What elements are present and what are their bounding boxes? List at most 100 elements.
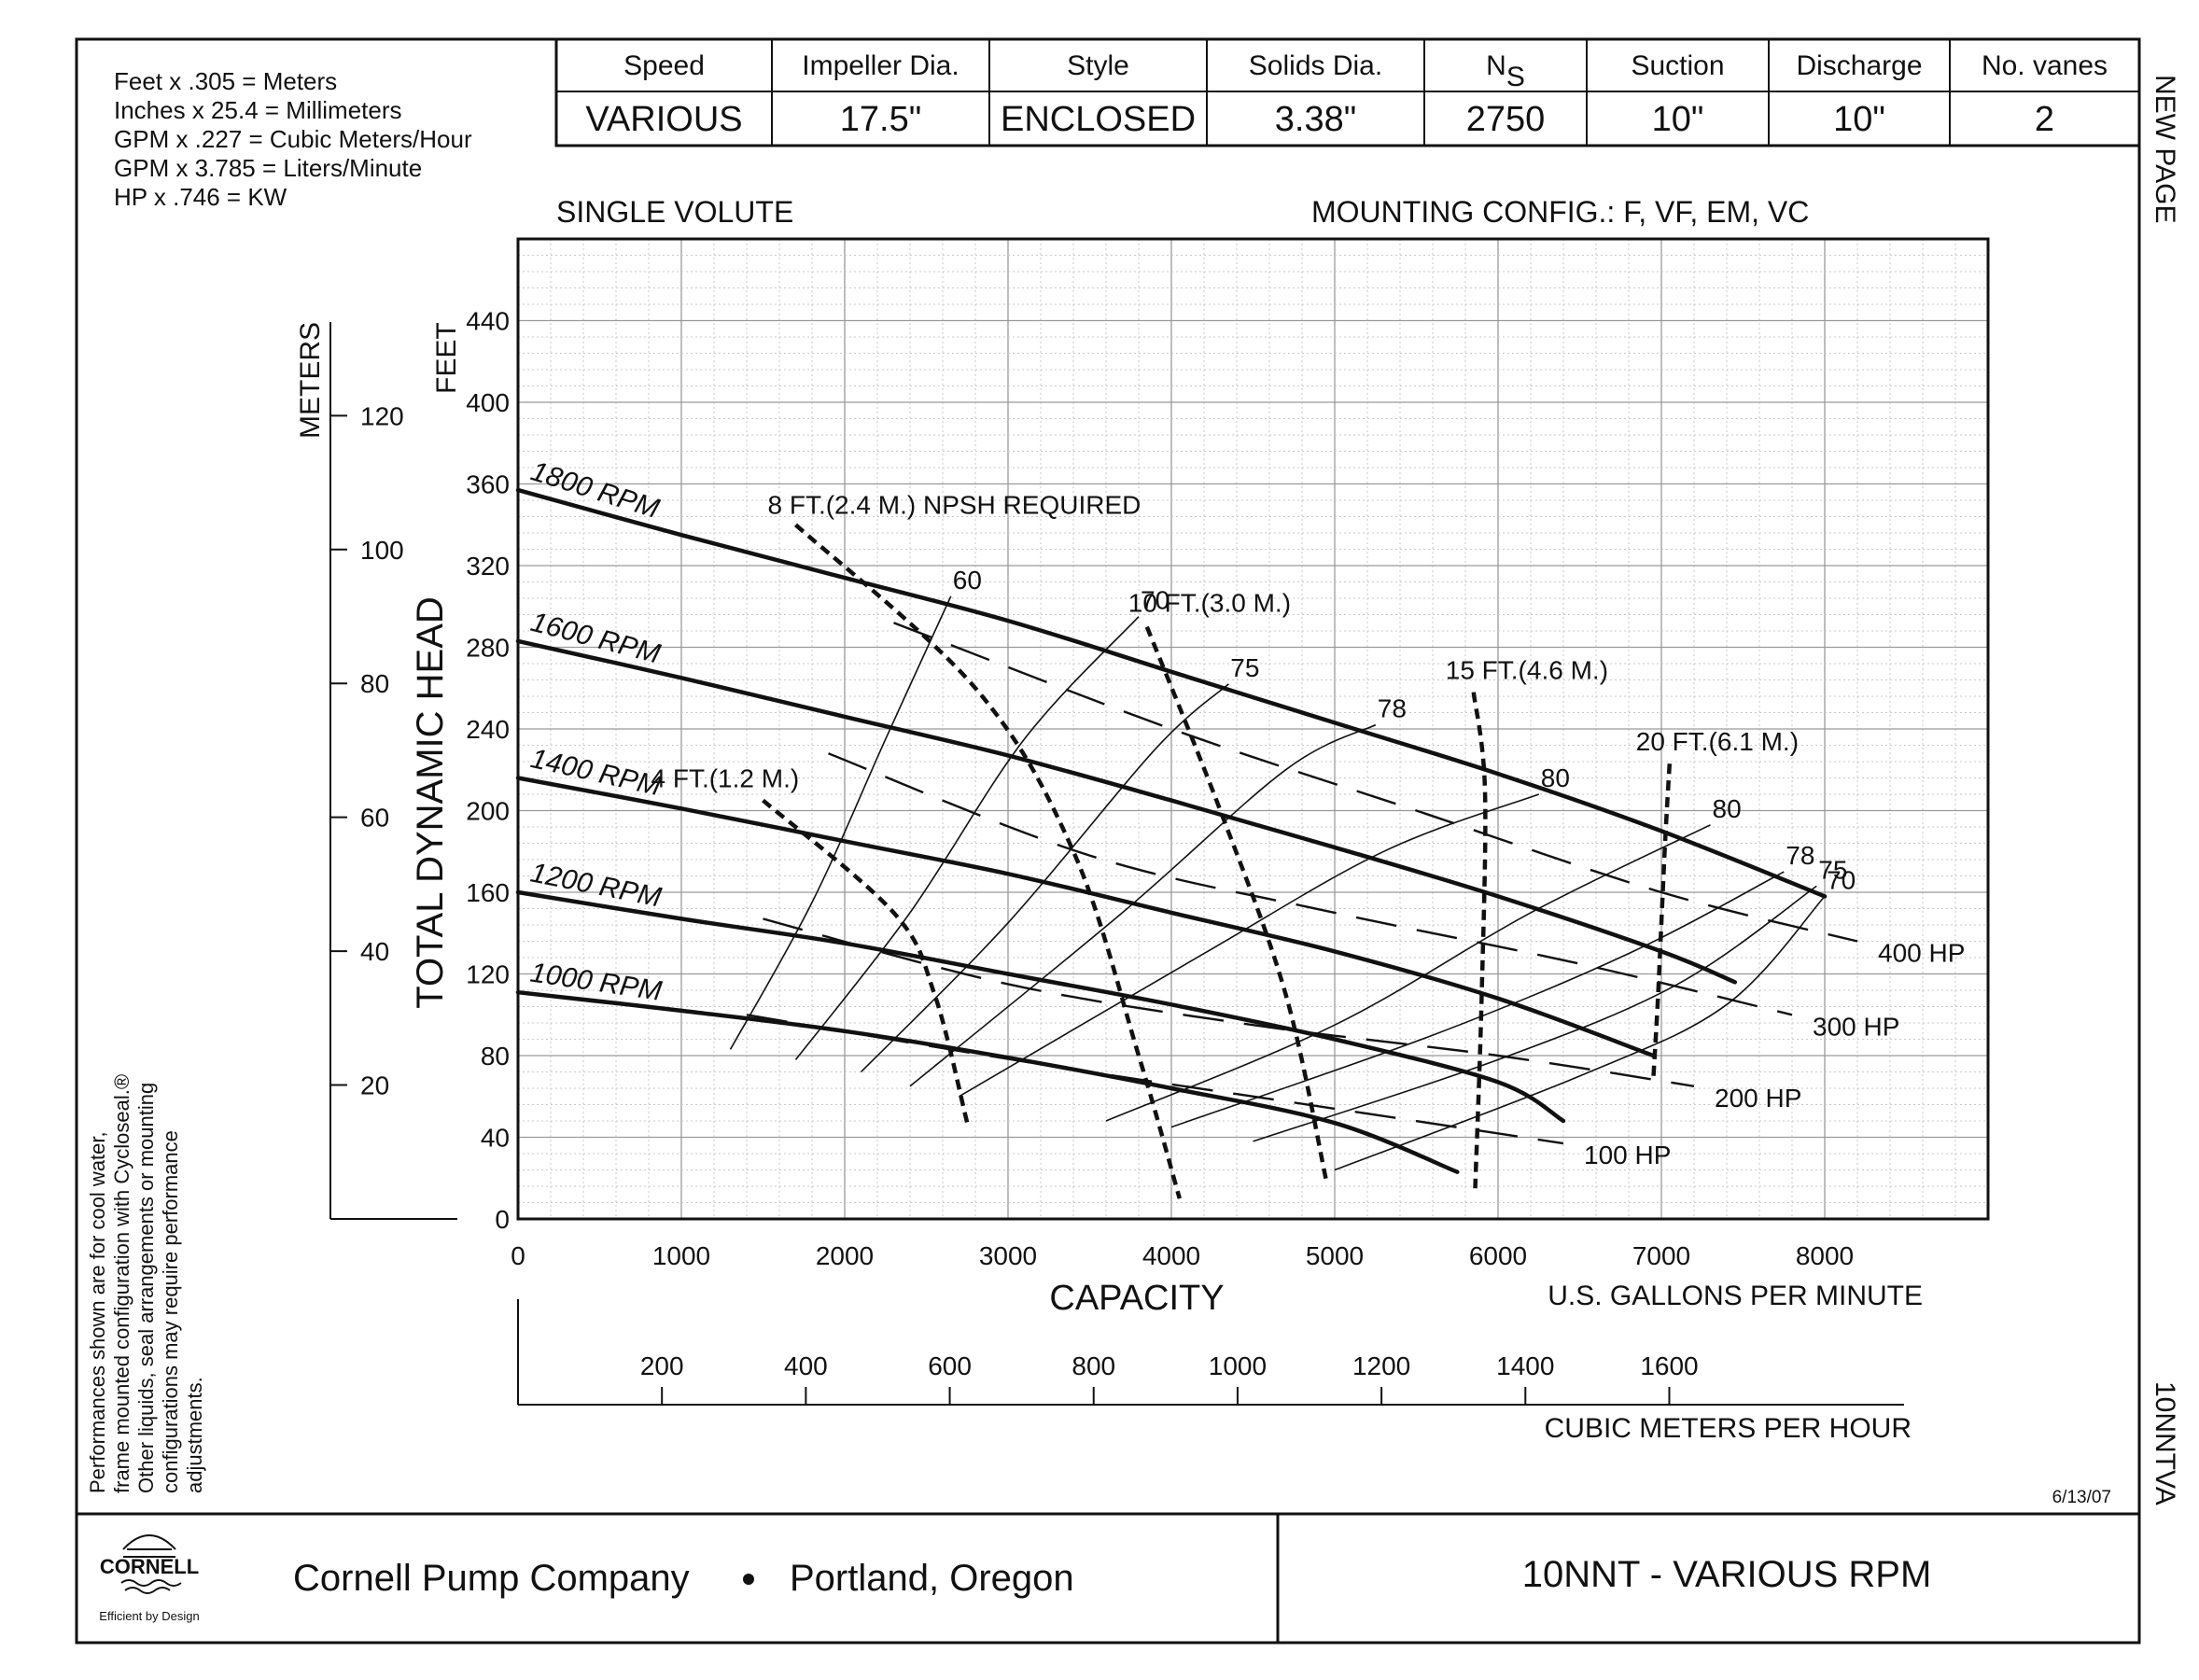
spec-value-5: 10" (1652, 100, 1704, 139)
hp-curve-300-hp-1 (828, 752, 1793, 1016)
npsh-curve-10-ft-3-0-m-2 (1144, 625, 1329, 1183)
volute-label: SINGLE VOLUTE (556, 195, 793, 229)
sheet-border (75, 37, 2141, 1645)
efficiency-label-5: 80 (1713, 794, 1742, 823)
side-label-new-page: NEW PAGE (2150, 75, 2180, 223)
meters-tick-label: 40 (360, 937, 389, 966)
rpm-curves (515, 487, 1828, 1174)
meters-tick-label: 20 (360, 1071, 389, 1100)
m3h-tick-label: 800 (1071, 1351, 1115, 1380)
disclaimer-line: configurations may require performance (159, 1130, 182, 1493)
hp-label-400-hp: 400 HP (1878, 939, 1965, 968)
m3h-tick-label: 400 (784, 1351, 828, 1380)
m3h-tick-label: 1400 (1496, 1351, 1554, 1380)
m3h-axis-ticks: 200 400 600 800 1000 1200 1400 1600 (640, 1351, 1699, 1405)
x-tick-label: 7000 (1632, 1241, 1690, 1270)
spec-value-4: 2750 (1466, 100, 1546, 139)
x-axis-title: CAPACITY (1049, 1279, 1224, 1318)
m3h-tick-label: 1600 (1640, 1351, 1698, 1380)
efficiency-curve-78-6 (1170, 871, 1785, 1128)
efficiency-label-6: 78 (1786, 841, 1814, 870)
spec-value-0: VARIOUS (585, 100, 742, 139)
logo-text: CORNELL (100, 1555, 199, 1578)
y-tick-label: 160 (466, 878, 510, 907)
spec-value-7: 2 (2035, 100, 2054, 139)
y-tick-label: 0 (495, 1205, 510, 1234)
disclaimer-line: frame mounted configuration with Cyclose… (110, 1074, 133, 1493)
conversion-line: HP x .746 = KW (114, 183, 287, 211)
spec-header-discharge: Discharge (1796, 50, 1922, 81)
y-tick-label: 360 (466, 470, 510, 499)
x-axis-units: U.S. GALLONS PER MINUTE (1548, 1281, 1923, 1311)
efficiency-curve-75-2 (860, 683, 1229, 1073)
y-axis-feet-ticks: 0 40 80 120 160 200 240 280 320 360 400 440 (466, 307, 510, 1235)
efficiency-label-0: 60 (953, 566, 982, 595)
efficiency-curve-60-0 (729, 595, 952, 1050)
mounting-config: MOUNTING CONFIG.: F, VF, EM, VC (1311, 195, 1809, 229)
feet-axis-label: FEET (431, 322, 462, 394)
logo-lines-icon (123, 1548, 175, 1558)
efficiency-label-3: 78 (1378, 694, 1407, 723)
company-name: Cornell Pump Company (293, 1558, 690, 1599)
npsh-label-3: 15 FT.(4.6 M.) (1446, 656, 1608, 685)
x-tick-label: 0 (511, 1241, 525, 1270)
conversion-line: GPM x .227 = Cubic Meters/Hour (114, 125, 472, 153)
spec-header-speed: Speed (623, 50, 705, 81)
efficiency-label-8: 70 (1827, 865, 1856, 894)
y-tick-label: 440 (466, 307, 510, 336)
x-tick-label: 8000 (1796, 1241, 1854, 1270)
spec-table-columns (771, 39, 1951, 146)
hp-label-100-hp: 100 HP (1584, 1141, 1671, 1169)
efficiency-curve-70-1 (794, 616, 1140, 1060)
hp-label-300-hp: 300 HP (1813, 1012, 1899, 1041)
spec-value-3: 3.38" (1275, 100, 1356, 139)
m3h-tick-label: 1000 (1209, 1351, 1267, 1380)
x-tick-label: 3000 (979, 1241, 1037, 1270)
y-tick-label: 280 (466, 634, 510, 663)
y-tick-label: 200 (466, 797, 510, 826)
npsh-curve-20-ft-6-1-m-4 (1651, 763, 1673, 1081)
side-label-code: 10NNTVA (2150, 1381, 2180, 1505)
y-tick-label: 40 (481, 1124, 510, 1153)
spec-header-suction: Suction (1631, 50, 1724, 81)
x-tick-label: 1000 (652, 1241, 710, 1270)
spec-value-1: 17.5" (840, 100, 921, 139)
logo-wave-icon-2 (124, 1587, 171, 1594)
x-axis-gpm-ticks: 0 1000 2000 3000 4000 5000 6000 7000 8000 (511, 1241, 1854, 1270)
spec-header-impeller-dia: Impeller Dia. (802, 50, 959, 81)
y-tick-label: 120 (466, 960, 510, 989)
y-tick-label: 240 (466, 715, 510, 744)
conversion-line: GPM x 3.785 = Liters/Minute (114, 154, 422, 182)
efficiency-curve-80-4 (959, 793, 1540, 1098)
y-axis-title: TOTAL DYNAMIC HEAD (410, 596, 451, 1009)
y-tick-label: 400 (466, 388, 510, 417)
x-tick-label: 2000 (816, 1241, 874, 1270)
efficiency-curve-70-8 (1334, 895, 1826, 1171)
efficiency-label-4: 80 (1541, 763, 1570, 792)
m3h-tick-label: 200 (640, 1351, 684, 1380)
spec-value-2: ENCLOSED (1001, 100, 1196, 139)
cornell-logo: CORNELL Efficient by Design (99, 1534, 200, 1623)
rpm-curve-1400-rpm-2 (515, 776, 1656, 1058)
hp-curve-400-hp-0 (893, 622, 1858, 943)
footer-bullet (743, 1574, 754, 1585)
npsh-label-1: 8 FT.(2.4 M.) NPSH REQUIRED (768, 490, 1142, 519)
meters-tick-label: 80 (360, 669, 389, 698)
m3h-tick-label: 600 (928, 1351, 972, 1380)
logo-arc-icon (122, 1534, 176, 1550)
performance-disclaimer: Performances shown are for cool water, fr… (86, 1074, 206, 1493)
y-tick-label: 80 (481, 1042, 510, 1071)
x-tick-label: 4000 (1142, 1241, 1200, 1270)
conversion-line: Feet x .305 = Meters (114, 67, 337, 95)
hp-curve-200-hp-2 (763, 917, 1695, 1087)
rpm-curve-1200-rpm-3 (515, 889, 1566, 1124)
disclaimer-line: Performances shown are for cool water, (86, 1131, 109, 1493)
rpm-curve-1600-rpm-1 (515, 638, 1738, 985)
revision-date: 6/13/07 (2052, 1488, 2111, 1507)
rpm-curve-1000-rpm-4 (515, 989, 1460, 1174)
rpm-curve-1800-rpm-0 (515, 487, 1828, 899)
plot-area-frame (516, 237, 1990, 1221)
npsh-curves (762, 523, 1673, 1199)
